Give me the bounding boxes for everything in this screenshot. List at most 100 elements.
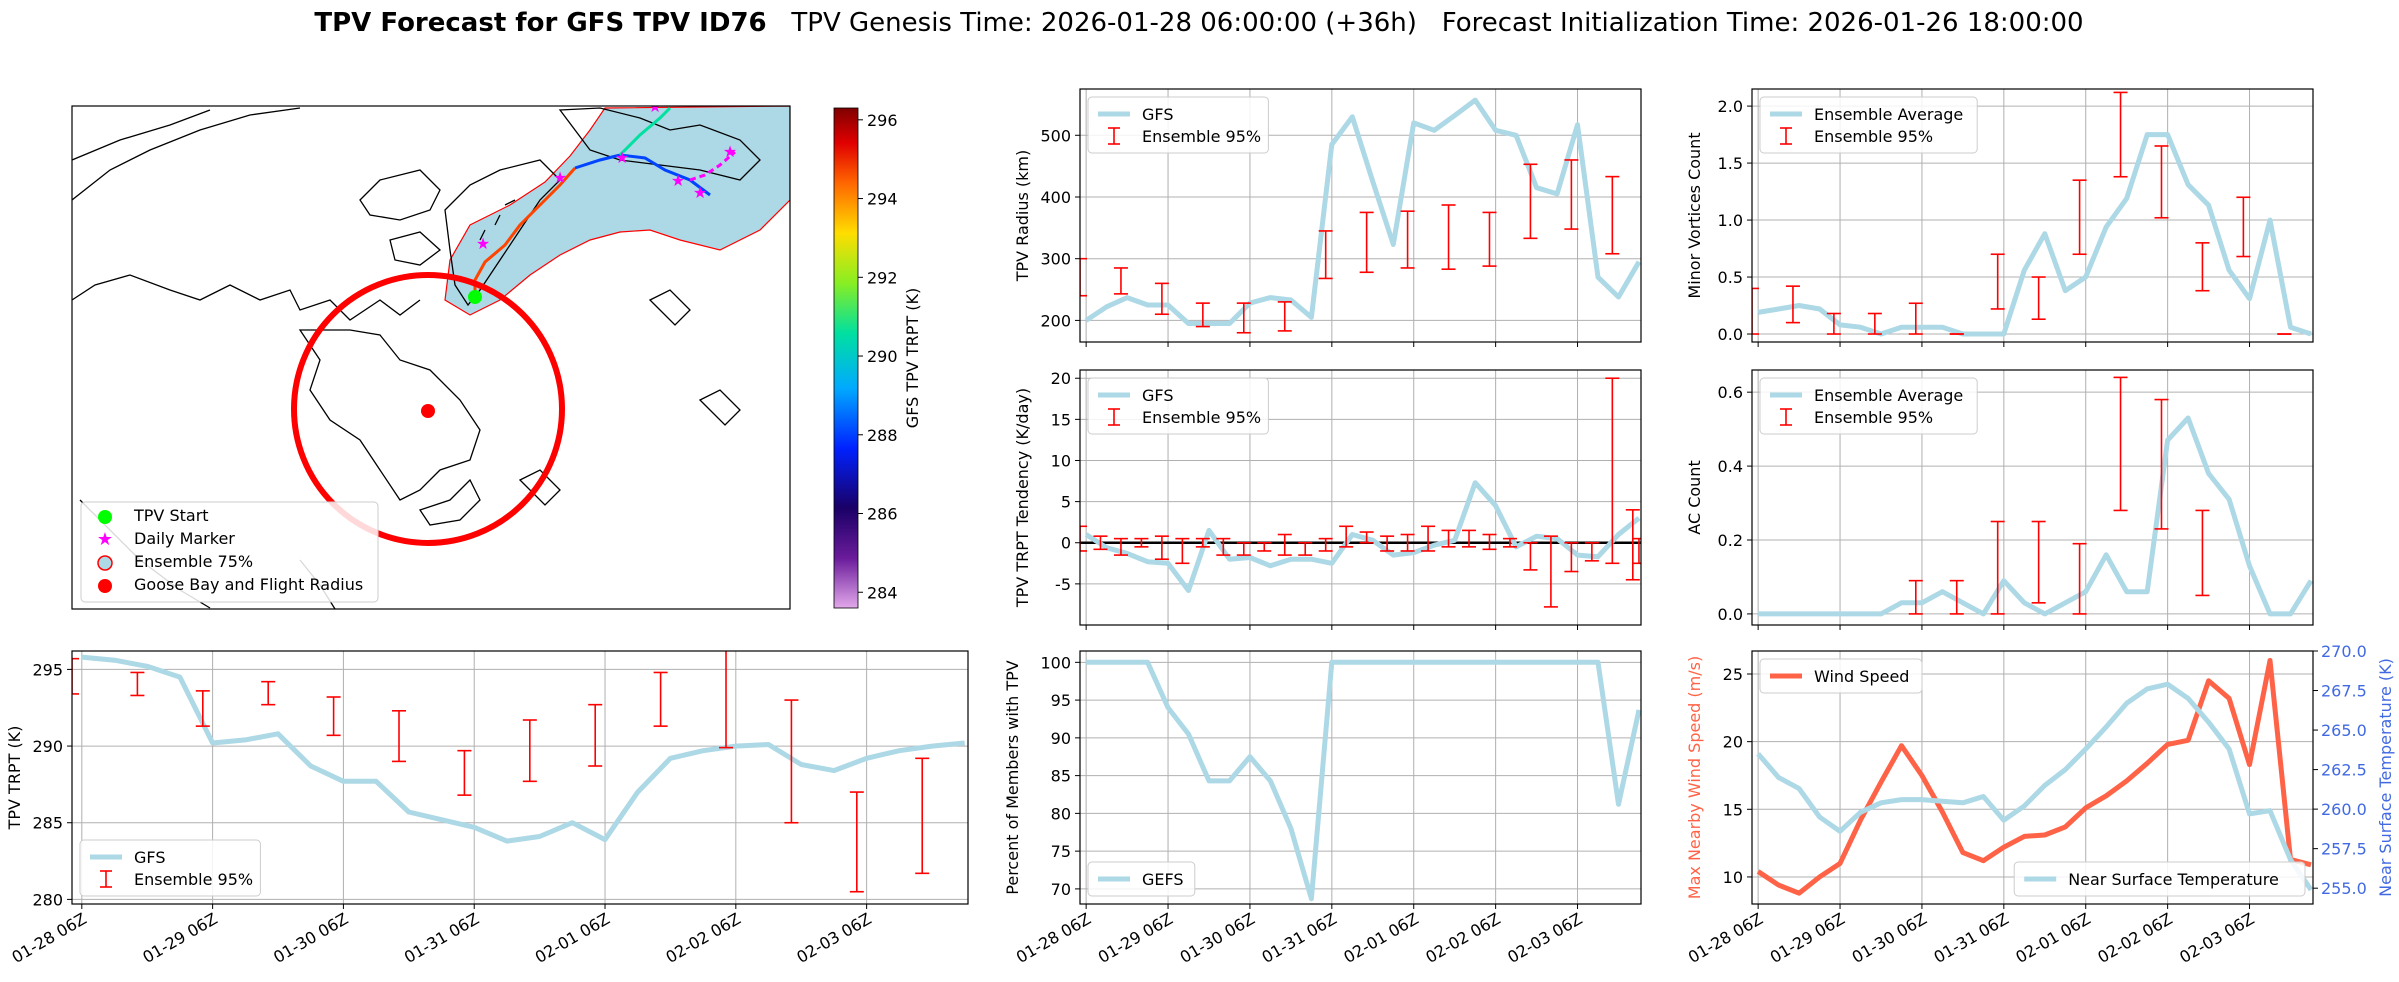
legend-label: Ensemble 95% [1814, 127, 1933, 146]
daily-marker: ★ [553, 168, 567, 187]
errorbar [1564, 159, 1579, 230]
colorbar-tick-label: 286 [867, 505, 898, 524]
y-axis-label: TPV TRPT (K) [5, 726, 24, 831]
legend-label: Ensemble 95% [1142, 408, 1261, 427]
y-axis-label: Minor Vortices Count [1685, 132, 1704, 298]
series-line [1086, 659, 1641, 902]
errorbar [784, 699, 799, 824]
errorbar [72, 657, 79, 695]
errorbar [1441, 204, 1456, 270]
y2-tick-label: 270.0 [2321, 642, 2367, 661]
errorbar [588, 703, 603, 767]
legend-box [1759, 96, 1978, 154]
legend-label: Ensemble Average [1814, 386, 1963, 405]
title-bold: TPV Forecast for GFS TPV ID76 [314, 8, 766, 38]
errorbar [1441, 529, 1456, 548]
daily-marker: ★ [723, 142, 737, 161]
tpv-track-tail [689, 150, 736, 182]
errorbar [1826, 312, 1841, 335]
errorbar [1134, 537, 1149, 548]
x-tick-label: 01-28 06Z [1685, 909, 1766, 967]
plot-frame [71, 650, 969, 905]
plot-frame [1751, 369, 2314, 626]
errorbar [2154, 145, 2169, 219]
errorbar [1482, 211, 1497, 267]
figure-title: TPV Forecast for GFS TPV ID76 TPV Genesi… [314, 8, 2083, 38]
errorbar [1359, 531, 1374, 544]
errorbar [2072, 179, 2087, 256]
flight-radius-circle [291, 272, 565, 546]
legend-label: Ensemble 95% [1814, 408, 1933, 427]
errorbar [1605, 175, 1620, 255]
errorbar [1523, 163, 1538, 240]
series-group [1756, 658, 2313, 896]
y-tick-label: 280 [32, 890, 63, 909]
colorbar-tick-label: 296 [867, 111, 898, 130]
errorbar [1908, 579, 1923, 615]
errorbar [1318, 230, 1333, 280]
errorbar [1216, 537, 1231, 556]
legend-label: Ensemble 95% [1142, 127, 1261, 146]
tpv-track-low [473, 167, 577, 296]
y-tick-label: 285 [32, 814, 63, 833]
legend-box [1087, 861, 1196, 897]
errorbar [1113, 537, 1128, 556]
ensemble-75-area [444, 106, 790, 316]
y-tick-label: 75 [1051, 842, 1071, 861]
errorbar [457, 749, 472, 796]
series-line [1756, 681, 2313, 892]
y-tick-label: 100 [1040, 653, 1071, 672]
daily-marker: ★ [693, 183, 707, 202]
y-axis-label: Percent of Members with TPV [1003, 660, 1022, 894]
errorbar [1236, 302, 1251, 334]
series-line [81, 654, 965, 844]
x-tick-label: 01-30 06Z [1177, 909, 1258, 967]
y2-tick-label: 260.0 [2321, 800, 2367, 819]
x-tick-label: 01-29 06Z [1767, 909, 1848, 967]
series-group [1752, 91, 2312, 337]
legend-label: Ensemble 75% [134, 552, 253, 571]
y-tick-label: 25 [1723, 665, 1743, 684]
chart-legend-secondary: Near Surface Temperature [2013, 861, 2306, 897]
legend-box [1759, 377, 1978, 435]
errorbar [1093, 535, 1108, 551]
x-tick-label: 02-01 06Z [2012, 909, 2093, 967]
colorbar-tick-label: 284 [867, 583, 898, 602]
errorbar [653, 671, 668, 727]
daily-marker: ★ [671, 171, 685, 190]
x-tick-label: 01-29 06Z [1095, 909, 1176, 967]
errorbar [1277, 301, 1292, 332]
errorbar [1400, 210, 1415, 269]
errorbar [1359, 211, 1374, 274]
chart-legend: GFS Ensemble 95% [1087, 96, 1269, 154]
errorbar [1543, 535, 1558, 608]
errorbar [1113, 267, 1128, 295]
y2-tick-label: 255.0 [2321, 879, 2367, 898]
chart-wind: 01-28 06Z 01-29 06Z 01-30 06Z 01-31 06Z 02-0… [1685, 642, 2395, 967]
x-tick-label: 02-03 06Z [1504, 909, 1585, 967]
y-tick-label: 0.0 [1718, 325, 1743, 344]
y-tick-label: 70 [1051, 880, 1071, 899]
y-tick-label: 0.0 [1718, 605, 1743, 624]
tpv-track-high [618, 106, 672, 157]
errorbar [2031, 520, 2046, 604]
legend-label: Daily Marker [134, 529, 235, 548]
errorbar [1752, 287, 1759, 335]
legend-ensemble-icon [97, 555, 113, 571]
series-line [1084, 480, 1641, 593]
errorbar [1605, 377, 1620, 565]
legend-label: GFS [1142, 386, 1173, 405]
chart-trpt: 01-28 06Z 01-29 06Z 01-30 06Z 01-31 06Z 02-0… [5, 650, 969, 967]
errorbar [1298, 541, 1313, 556]
errorbar [392, 709, 407, 763]
legend-star-icon: ★ [97, 529, 113, 550]
chart-legend: GEFS [1087, 861, 1196, 897]
legend-label: GEFS [1142, 870, 1184, 889]
errorbar [2236, 196, 2251, 258]
x-tick-label: 01-31 06Z [1259, 909, 1340, 967]
errorbar [261, 680, 276, 706]
y-tick-label: 1.5 [1718, 154, 1743, 173]
errorbar [2113, 376, 2128, 512]
y-tick-label: -5 [1055, 575, 1071, 594]
